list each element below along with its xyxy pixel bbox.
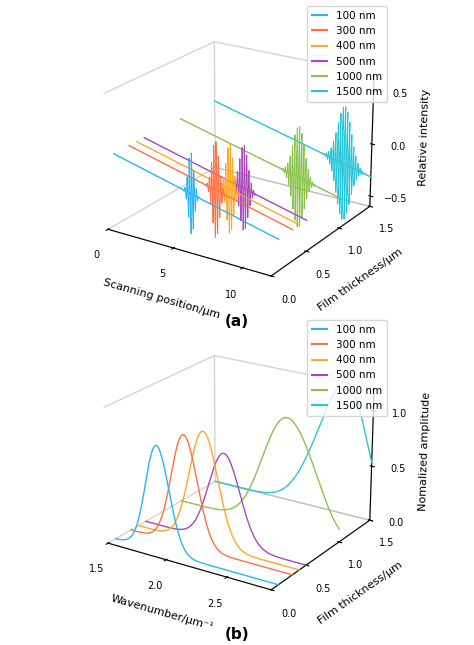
Legend: 100 nm, 300 nm, 400 nm, 500 nm, 1000 nm, 1500 nm: 100 nm, 300 nm, 400 nm, 500 nm, 1000 nm,… — [307, 319, 387, 416]
X-axis label: Wavenumber/μm⁻¹: Wavenumber/μm⁻¹ — [109, 593, 214, 632]
Y-axis label: Film thickness/μm: Film thickness/μm — [316, 246, 404, 313]
X-axis label: Scanning position/μm: Scanning position/μm — [102, 277, 221, 320]
Y-axis label: Film thickness/μm: Film thickness/μm — [316, 560, 404, 626]
Text: (a): (a) — [225, 313, 249, 329]
Legend: 100 nm, 300 nm, 400 nm, 500 nm, 1000 nm, 1500 nm: 100 nm, 300 nm, 400 nm, 500 nm, 1000 nm,… — [307, 6, 387, 102]
Text: (b): (b) — [225, 626, 249, 642]
